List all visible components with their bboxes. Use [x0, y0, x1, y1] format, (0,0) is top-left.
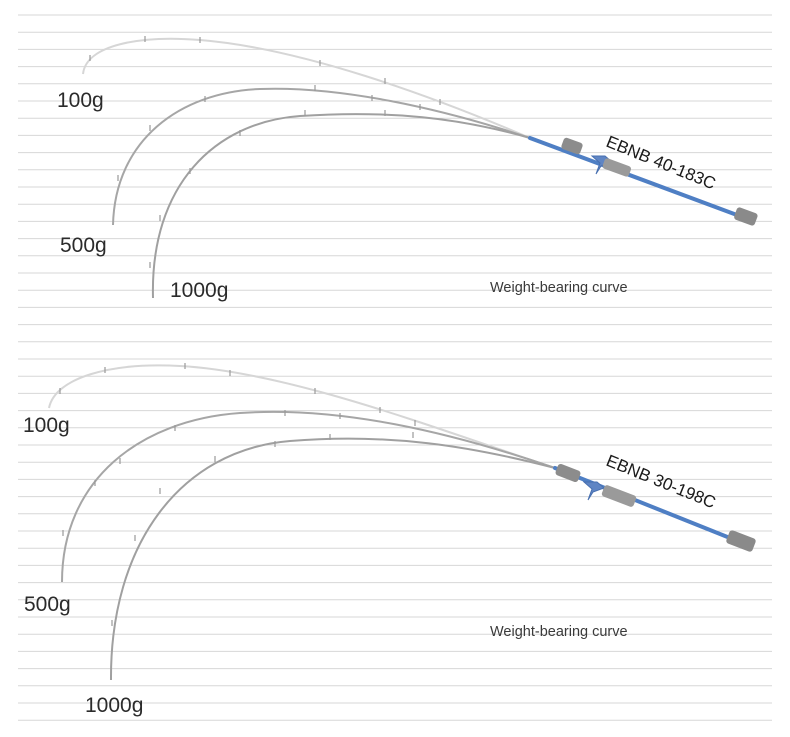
butt-cap-rod-1 [734, 207, 758, 226]
curve-100g-rod-2 [48, 364, 556, 469]
panel-rod-2: 100g 500g 1000g EBNB 30-198C Weight-bear… [23, 363, 756, 717]
weight-label-500g-rod-2: 500g [24, 593, 71, 616]
curve-500g-rod-1 [112, 87, 531, 226]
weight-label-500g-rod-1: 500g [60, 234, 107, 257]
trigger-icon-rod-2 [582, 481, 605, 501]
line-guides-rod-1 [89, 36, 441, 268]
curve-500g-rod-2 [61, 410, 556, 583]
rod-blank-rod-2 [553, 466, 747, 546]
caption-rod-1: Weight-bearing curve [490, 280, 628, 296]
ruled-background-lines [18, 14, 772, 721]
curve-1000g-rod-1 [151, 113, 531, 299]
reel-seat-grip-rod-2 [555, 463, 581, 483]
rod-blank-rod-1 [528, 136, 747, 220]
caption-rod-2: Weight-bearing curve [490, 624, 628, 640]
reel-seat-grip-rod-1 [561, 137, 583, 155]
butt-cap-rod-2 [726, 530, 756, 552]
weight-label-1000g-rod-1: 1000g [170, 279, 228, 302]
curve-100g-rod-1 [82, 37, 531, 139]
weight-label-100g-rod-1: 100g [57, 89, 104, 112]
panel-rod-1: 100g 500g 1000g EBNB 40-183C Weight-bear… [57, 36, 758, 302]
fore-grip-rod-2 [601, 485, 637, 507]
weight-label-100g-rod-2: 100g [23, 414, 70, 437]
weight-label-1000g-rod-2: 1000g [85, 694, 143, 717]
curve-1000g-rod-2 [109, 437, 556, 681]
line-guides-rod-2 [59, 363, 416, 626]
model-label-rod-1: EBNB 40-183C [604, 132, 719, 193]
fore-grip-rod-1 [602, 158, 632, 177]
